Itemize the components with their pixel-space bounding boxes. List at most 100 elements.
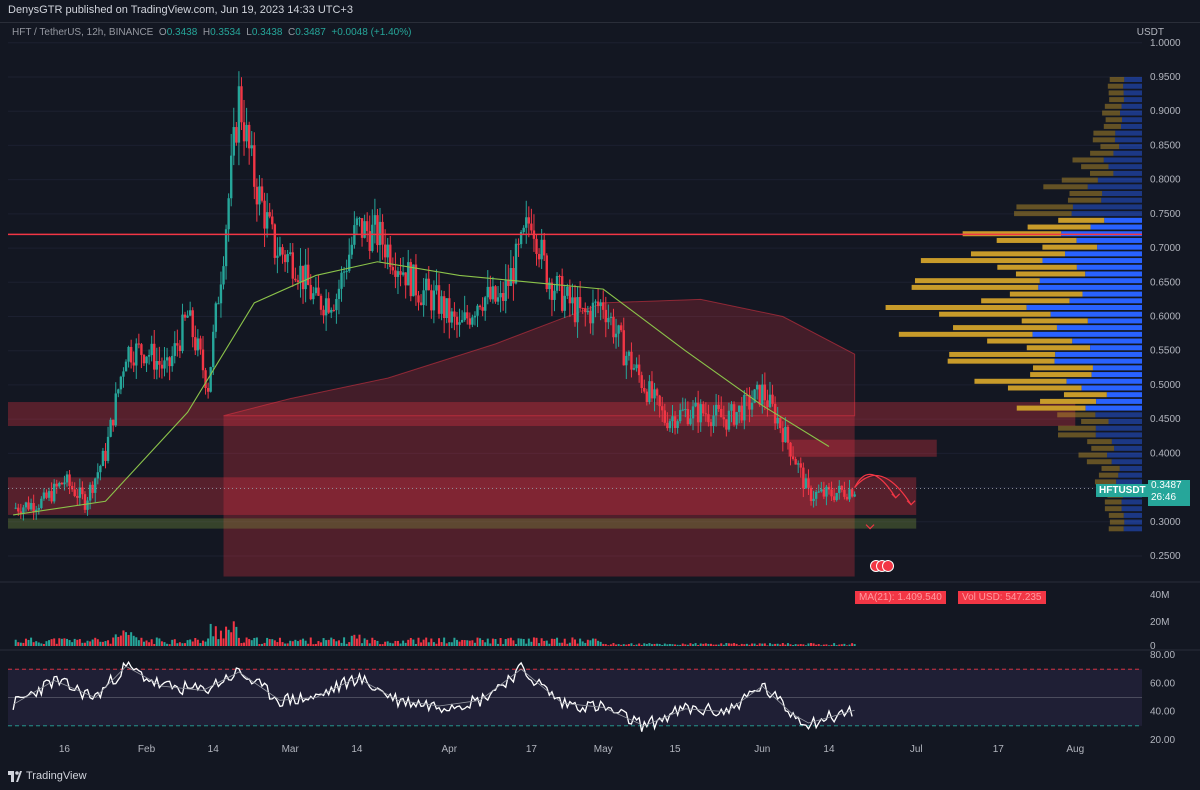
candle-body <box>519 232 523 245</box>
volume-bar <box>789 644 792 646</box>
volume-profile-down-bar <box>1091 372 1142 378</box>
volume-bar <box>751 643 754 646</box>
candle-body <box>147 355 151 357</box>
candle-body <box>820 489 823 492</box>
candle-body <box>212 331 215 368</box>
price-tick-label: 0.9500 <box>1150 72 1181 83</box>
event-marker-icon[interactable] <box>882 560 894 572</box>
volume-profile-up-bar <box>1108 90 1124 96</box>
volume-bar <box>807 643 810 646</box>
candle-body <box>499 293 502 298</box>
volume-profile-down-bar <box>1123 526 1142 532</box>
forecast-arrow[interactable] <box>854 474 912 506</box>
volume-bar <box>168 644 171 646</box>
volume-profile-up-bar <box>911 284 1039 290</box>
candle-body <box>514 243 518 284</box>
candle-body <box>122 371 125 377</box>
volume-bar <box>312 644 315 646</box>
candle-body <box>401 272 405 275</box>
volume-bar <box>363 638 366 646</box>
candle-body <box>802 467 805 489</box>
volume-profile-down-bar <box>1106 392 1142 398</box>
volume-bar <box>294 639 297 646</box>
volume-profile-up-bar <box>949 351 1056 357</box>
volume-bar <box>792 645 795 646</box>
candle-body <box>168 357 171 367</box>
volume-bar <box>176 643 179 646</box>
candle-body <box>658 395 661 407</box>
volume-bar <box>494 639 497 646</box>
symbol-title[interactable]: HFT / TetherUS, 12h, BINANCE <box>12 27 154 38</box>
candle-body <box>396 271 400 277</box>
volume-bar <box>599 641 602 646</box>
candle-body <box>165 357 169 361</box>
volume-tick-label: 20M <box>1150 617 1169 628</box>
volume-bar <box>479 638 482 646</box>
candle-body <box>714 404 718 416</box>
volume-bar <box>727 643 730 646</box>
candle-body <box>312 293 315 300</box>
bar-countdown: 26:46 <box>1151 492 1177 503</box>
volume-profile-up-bar <box>1091 445 1115 451</box>
volume-profile-up-bar <box>1092 137 1115 143</box>
volume-bar <box>638 643 641 646</box>
candle-body <box>276 255 279 258</box>
candle-body <box>599 302 602 307</box>
candle-body <box>830 489 833 497</box>
candle-body <box>104 450 107 461</box>
volume-bar <box>394 640 397 646</box>
volume-bar <box>543 640 546 646</box>
candle-body <box>399 271 402 275</box>
candle-body <box>335 298 338 311</box>
candle-body <box>448 298 451 323</box>
volume-tick-label: 0 <box>1150 641 1156 652</box>
volume-bar <box>335 641 338 646</box>
candle-body <box>83 494 87 510</box>
candle-body <box>355 218 359 226</box>
volume-bar <box>845 645 848 646</box>
candle-body <box>150 343 153 356</box>
volume-bar <box>350 635 353 646</box>
volume-bar <box>132 635 135 646</box>
price-tick-label: 0.5000 <box>1150 380 1181 391</box>
volume-bar <box>71 642 74 646</box>
volume-bar <box>173 639 176 646</box>
volume-bar <box>656 643 659 646</box>
volume-bar <box>797 644 800 646</box>
volume-bar <box>815 644 818 646</box>
time-tick-label: Feb <box>138 744 156 755</box>
volume-profile-up-bar <box>1103 123 1121 129</box>
forecast-arrow[interactable] <box>854 473 897 499</box>
volume-profile-up-bar <box>1100 144 1120 150</box>
arrow-head-icon <box>865 524 875 530</box>
candle-body <box>273 224 277 258</box>
open-value: 0.3438 <box>166 27 198 38</box>
volume-bar <box>735 643 738 646</box>
volume-bar <box>720 643 723 646</box>
candle-body <box>99 465 102 473</box>
candle-body <box>268 212 271 217</box>
volume-bar <box>527 638 530 646</box>
volume-profile-up-bar <box>1067 197 1102 203</box>
volume-profile-up-bar <box>885 305 1027 311</box>
volume-bar <box>597 640 600 646</box>
candle-body <box>381 221 384 245</box>
volume-profile-down-bar <box>1085 271 1142 277</box>
candle-body <box>491 286 495 300</box>
high-value: 0.3534 <box>210 27 241 38</box>
volume-bar <box>189 639 192 646</box>
candle-body <box>19 511 23 514</box>
volume-bar <box>481 640 484 646</box>
price-tick-label: 0.7000 <box>1150 243 1181 254</box>
candle-body <box>725 419 728 430</box>
volume-bar <box>130 632 133 646</box>
chart-canvas[interactable]: 1.0000 0.9500 0.9000 0.8500 0.8000 0.7500 0.70… <box>0 22 1200 766</box>
candle-body <box>609 316 613 318</box>
candle-body <box>484 297 487 311</box>
volume-bar <box>48 640 51 646</box>
candle-body <box>694 402 697 407</box>
volume-bar <box>499 638 502 646</box>
candle-body <box>848 489 851 500</box>
candle-body <box>612 316 615 338</box>
volume-profile-up-bar <box>1009 291 1083 297</box>
